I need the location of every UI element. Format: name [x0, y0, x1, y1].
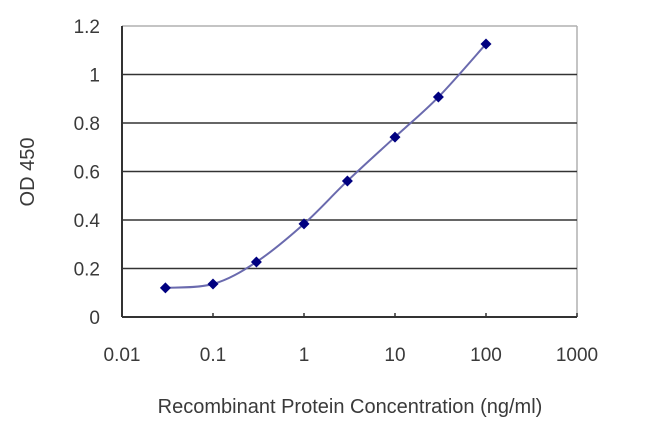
- data-series: [159, 38, 492, 294]
- y-tick-label: 1.2: [74, 17, 100, 38]
- x-tick-label: 1: [299, 345, 310, 366]
- data-point-diamond-icon: [207, 278, 219, 290]
- x-tick-label: 100: [470, 345, 502, 366]
- series-line: [165, 43, 487, 289]
- x-tick-label: 1000: [556, 345, 598, 366]
- data-point-diamond-icon: [389, 131, 401, 143]
- y-tick-label: 0: [89, 308, 100, 329]
- x-axis-tick-labels: 0.01 0.1 1 10 100 1000: [104, 313, 598, 366]
- gridlines: [122, 73, 577, 270]
- data-point-diamond-icon: [480, 38, 492, 50]
- x-tick-label: 0.1: [200, 345, 226, 366]
- data-point-diamond-icon: [250, 256, 262, 268]
- x-tick-label: 10: [384, 345, 405, 366]
- y-tick-label: 0.4: [74, 211, 101, 232]
- y-tick-label: 0.6: [74, 163, 100, 184]
- data-point-diamond-icon: [159, 282, 171, 294]
- y-tick-label: 0.8: [74, 114, 100, 135]
- y-tick-label: 1: [89, 66, 100, 87]
- y-tick-label: 0.2: [74, 260, 100, 281]
- x-axis-title: Recombinant Protein Concentration (ng/ml…: [158, 396, 543, 418]
- y-axis-title: OD 450: [17, 138, 39, 207]
- data-point-diamond-icon: [432, 91, 444, 103]
- data-point-diamond-icon: [298, 218, 310, 230]
- data-point-diamond-icon: [341, 175, 353, 187]
- y-axis-tick-labels: 0 0.2 0.4 0.6 0.8 1 1.2: [74, 17, 101, 329]
- x-tick-label: 0.01: [104, 345, 141, 366]
